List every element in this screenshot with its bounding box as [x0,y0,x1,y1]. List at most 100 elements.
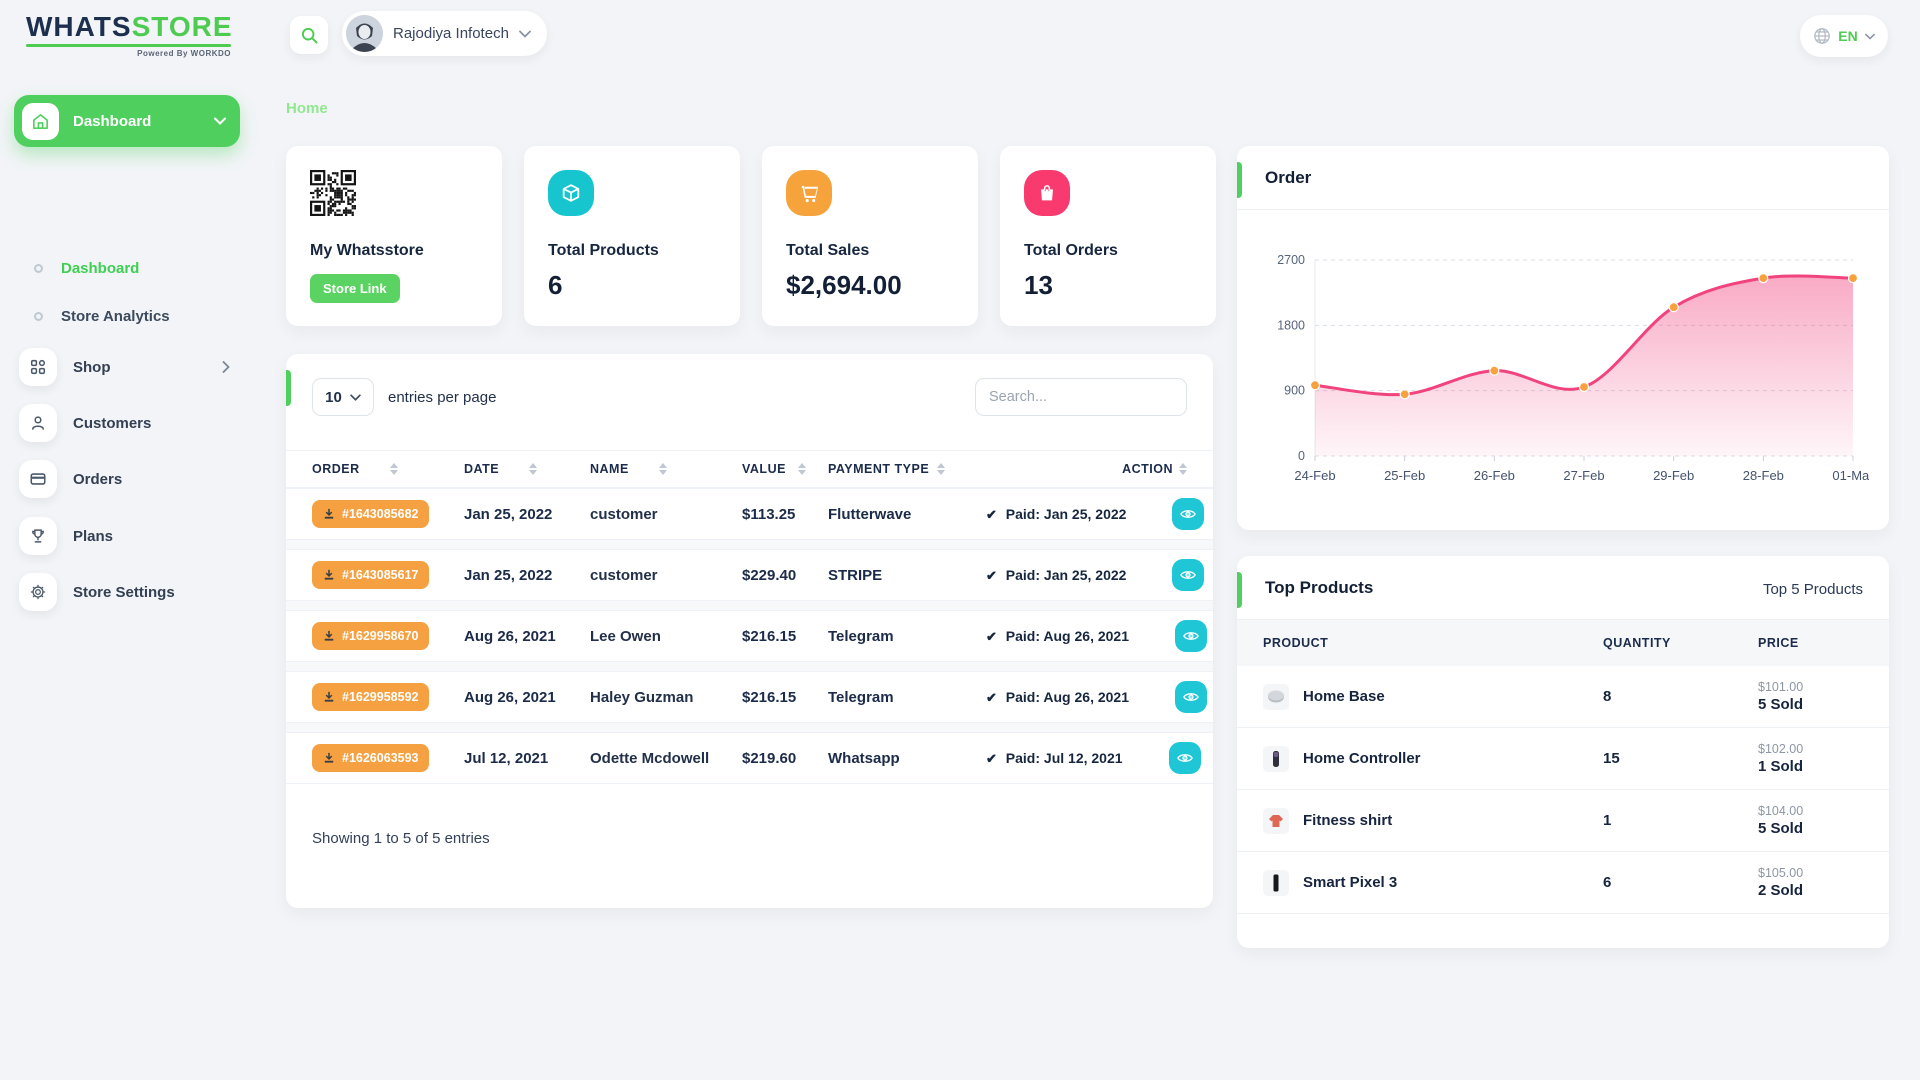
bullet-icon [34,311,43,321]
sidebar-item-customers[interactable]: Customers [14,401,240,445]
chevron-down-icon [1864,33,1875,40]
sort-icon [797,463,806,475]
card-title: Total Orders [1024,242,1118,259]
user-icon [19,404,57,442]
card-value: 6 [548,270,563,300]
bullet-icon [34,263,43,273]
sort-icon [1179,463,1187,475]
chevron-right-icon [222,361,230,373]
customer-name: Odette Mcdowell [590,749,710,767]
column-header-action[interactable]: ACTION [1122,462,1187,476]
account-menu[interactable]: Rajodiya Infotech [342,11,547,56]
search-input[interactable] [975,378,1187,416]
product-name: Home Controller [1303,750,1421,767]
product-thumbnail [1263,807,1289,834]
sidebar: Dashboard Dashboard Store Analytics Shop… [14,95,240,611]
card-value: $2,694.00 [786,270,902,300]
order-download-badge[interactable]: #1629958670 [312,622,430,650]
sort-icon [658,463,667,475]
cart-icon [786,170,832,216]
sidebar-item-dashboard-parent[interactable]: Dashboard [14,95,240,147]
product-price: $101.00 [1758,680,1804,694]
check-icon: ✔ [986,567,997,583]
brand-underline [26,44,231,47]
card-value: 13 [1024,270,1053,300]
card-title: Total Products [548,242,659,259]
column-header-order[interactable]: ORDER [312,462,464,476]
column-header-date[interactable]: DATE [464,462,590,476]
card-total-products: Total Products 6 [524,146,740,326]
product-row: Smart Pixel 3 6 $105.00 2 Sold [1237,852,1889,914]
column-header-payment[interactable]: PAYMENT TYPE [828,462,986,476]
customer-name: customer [590,505,658,523]
column-header-name[interactable]: NAME [590,462,742,476]
page-size-value: 10 [325,388,342,406]
order-download-badge[interactable]: #1643085682 [312,500,430,528]
view-order-button[interactable] [1172,498,1205,530]
page-size-select[interactable]: 10 [312,378,374,416]
svg-text:0: 0 [1298,449,1305,463]
customer-name: Lee Owen [590,627,661,645]
sidebar-item-plans[interactable]: Plans [14,514,240,558]
view-order-button[interactable] [1172,559,1205,591]
svg-text:28-Feb: 28-Feb [1743,468,1784,483]
column-header-quantity: QUANTITY [1603,636,1671,650]
orders-table-card: 10 entries per page ORDER DATE NAME VALU… [286,354,1213,908]
sidebar-sub-label: Dashboard [61,259,140,277]
sidebar-item-orders[interactable]: Orders [14,457,240,501]
customer-name: Haley Guzman [590,688,694,706]
sidebar-item-store-analytics[interactable]: Store Analytics [14,303,240,329]
order-date: Aug 26, 2021 [464,627,556,645]
search-button[interactable] [290,16,328,54]
breadcrumb[interactable]: Home [286,100,328,117]
view-order-button[interactable] [1175,681,1207,713]
svg-text:2700: 2700 [1277,253,1305,267]
svg-text:26-Feb: 26-Feb [1474,468,1515,483]
order-date: Jul 12, 2021 [464,749,549,767]
product-thumbnail [1263,869,1289,896]
payment-type: Telegram [828,688,894,706]
product-sold: 5 Sold [1758,820,1804,837]
order-id: #1629958592 [342,690,419,704]
svg-text:900: 900 [1284,384,1305,398]
paid-status: ✔ Paid: Jan 25, 2022 [986,566,1127,583]
order-value: $216.15 [742,627,797,645]
order-download-badge[interactable]: #1643085617 [312,561,430,589]
order-chart-card: Order 0 900 1800 2700 24-Feb 25-Feb 26-Feb 27-F… [1237,146,1889,530]
payment-type: Flutterwave [828,505,912,523]
accent-bar [1237,162,1242,198]
language-code: EN [1838,28,1858,44]
brand-name: WHATSSTORE [26,11,233,42]
card-total-sales: Total Sales $2,694.00 [762,146,978,326]
order-value: $219.60 [742,749,797,767]
view-order-button[interactable] [1175,620,1207,652]
brand-powered-by: Powered By WORKDO [137,49,231,58]
payment-type: Whatsapp [828,749,900,767]
product-name: Smart Pixel 3 [1303,874,1398,891]
sidebar-item-label: Orders [73,470,123,488]
check-icon: ✔ [986,750,997,766]
panel-title: Order [1265,168,1312,187]
brand-logo: WHATSSTORE Powered By WORKDO [26,12,236,58]
order-download-badge[interactable]: #1629958592 [312,683,430,711]
paid-status: ✔ Paid: Aug 26, 2021 [986,627,1129,644]
top-5-products-link[interactable]: Top 5 Products [1762,581,1863,598]
card-title: My Whatsstore [310,242,424,259]
top-products-card: Top Products Top 5 Products PRODUCT QUAN… [1237,556,1889,948]
sidebar-item-shop[interactable]: Shop [14,345,240,389]
svg-text:27-Feb: 27-Feb [1563,468,1604,483]
store-link-button[interactable]: Store Link [310,274,400,303]
sort-icon [937,463,946,475]
column-header-value[interactable]: VALUE [742,462,828,476]
top-products-body: Home Base 8 $101.00 5 Sold Home Controll… [1237,666,1889,914]
sidebar-item-dashboard[interactable]: Dashboard [14,255,240,281]
sidebar-item-store-settings[interactable]: Store Settings [14,570,240,614]
qr-code [310,170,356,216]
view-order-button[interactable] [1168,742,1201,774]
bag-icon [1024,170,1070,216]
order-id: #1626063593 [342,751,419,765]
language-selector[interactable]: EN [1800,15,1888,57]
sort-icon [389,463,398,475]
product-sold: 5 Sold [1758,696,1804,713]
order-download-badge[interactable]: #1626063593 [312,744,430,772]
